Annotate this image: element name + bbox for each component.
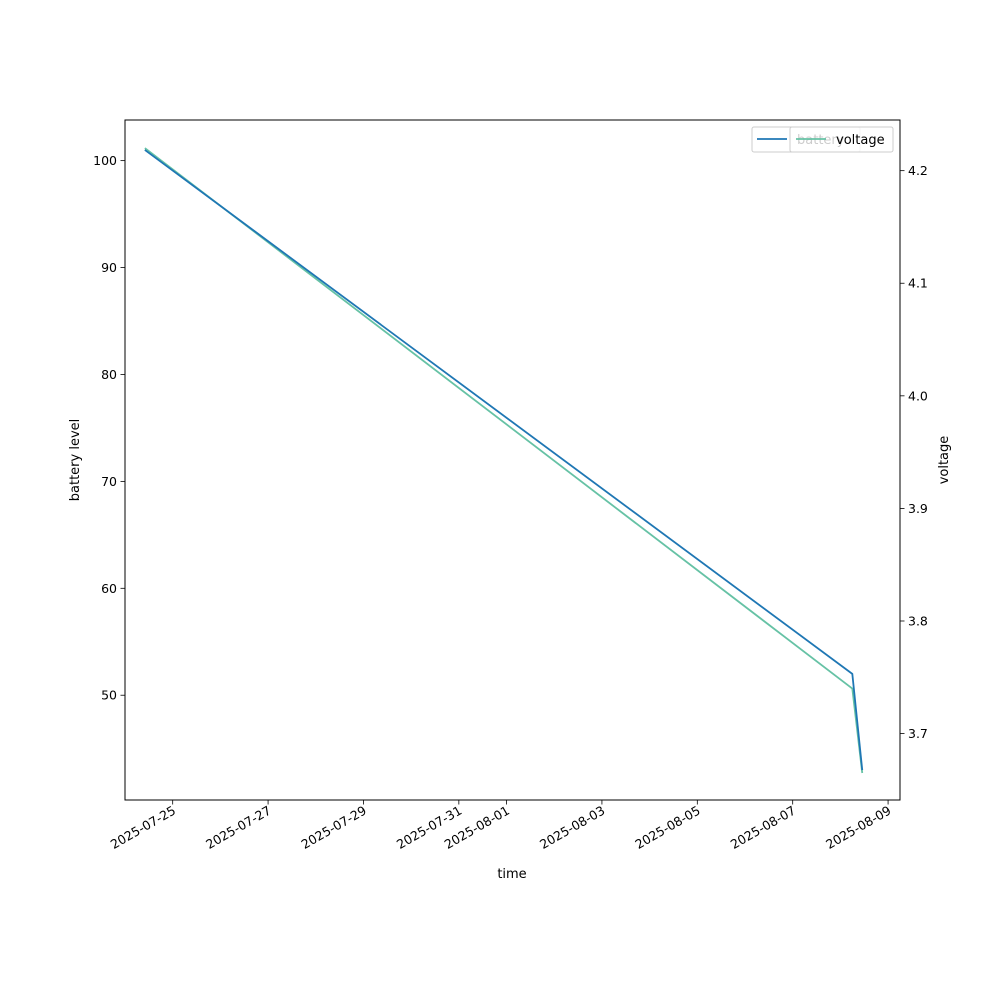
x-axis: 2025-07-25 2025-07-27 2025-07-29 2025-07-31… <box>108 800 894 852</box>
plot-area <box>125 120 900 800</box>
y-axis-label: battery level <box>68 419 83 502</box>
legend-voltage-box <box>789 126 894 153</box>
series-line-battery <box>144 149 864 771</box>
y-axis-right: 3.7 3.8 3.9 4.0 4.1 4.2 <box>900 163 928 741</box>
x-tick-label: 2025-08-03 <box>537 803 607 852</box>
x-tick-label: 2025-08-09 <box>823 803 893 852</box>
y2-tick-label: 3.9 <box>908 501 928 516</box>
x-axis-label: time <box>497 867 526 882</box>
y-tick-label: 60 <box>101 581 117 596</box>
x-tick-label: 2025-07-27 <box>203 803 273 852</box>
legend-voltage-label: voltage <box>836 133 885 148</box>
y-tick-label: 100 <box>93 153 117 168</box>
x-tick-label: 2025-07-25 <box>108 803 178 852</box>
y-tick-label: 90 <box>101 260 117 275</box>
y2-tick-label: 3.8 <box>908 613 928 628</box>
y-tick-label: 70 <box>101 474 117 489</box>
y2-axis-label: voltage <box>937 436 952 485</box>
y2-tick-label: 3.7 <box>908 726 928 741</box>
y-tick-label: 50 <box>101 688 117 703</box>
y2-tick-label: 4.0 <box>908 388 928 403</box>
legend-voltage: voltage <box>789 126 894 153</box>
x-tick-label: 2025-08-05 <box>632 803 702 852</box>
y2-tick-label: 4.1 <box>908 276 928 291</box>
series-layer <box>144 147 864 774</box>
y-axis-left: 50 60 70 80 90 100 <box>93 153 125 703</box>
x-tick-label: 2025-08-07 <box>728 803 798 852</box>
x-tick-label: 2025-07-29 <box>299 803 369 852</box>
y-tick-label: 80 <box>101 367 117 382</box>
plot-frame <box>124 119 901 801</box>
y2-tick-label: 4.2 <box>908 163 928 178</box>
